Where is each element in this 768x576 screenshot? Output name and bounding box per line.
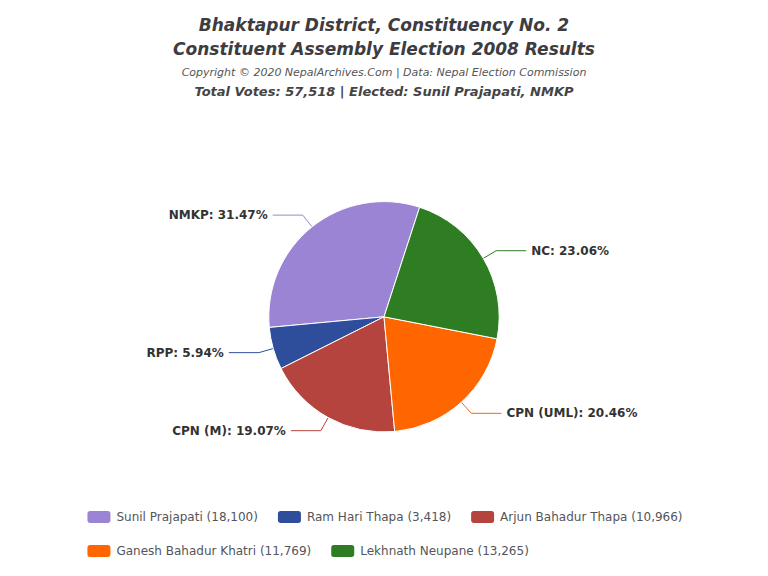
svg-text:NMKP: 31.47%: NMKP: 31.47% — [169, 208, 268, 222]
svg-text:Ganesh Bahadur Khatri (11,769): Ganesh Bahadur Khatri (11,769) — [116, 544, 311, 558]
svg-text:CPN (UML): 20.46%: CPN (UML): 20.46% — [506, 406, 637, 420]
svg-text:Copyright © 2020 NepalArchives: Copyright © 2020 NepalArchives.Com | Dat… — [182, 66, 587, 79]
svg-text:Total Votes: 57,518 | Elected:: Total Votes: 57,518 | Elected: Sunil Pra… — [195, 84, 574, 99]
svg-text:RPP: 5.94%: RPP: 5.94% — [146, 346, 223, 360]
svg-text:Sunil Prajapati (18,100): Sunil Prajapati (18,100) — [116, 510, 258, 524]
svg-text:Ram Hari Thapa (3,418): Ram Hari Thapa (3,418) — [307, 510, 451, 524]
svg-text:NC: 23.06%: NC: 23.06% — [531, 244, 609, 258]
svg-text:Bhaktapur District, Constituen: Bhaktapur District, Constituency No. 2 — [199, 15, 569, 35]
svg-text:Constituent Assembly Election: Constituent Assembly Election 2008 Resul… — [173, 39, 595, 59]
svg-text:Lekhnath Neupane (13,265): Lekhnath Neupane (13,265) — [360, 544, 529, 558]
svg-text:Arjun Bahadur Thapa (10,966): Arjun Bahadur Thapa (10,966) — [500, 510, 682, 524]
svg-text:CPN (M): 19.07%: CPN (M): 19.07% — [172, 424, 286, 438]
